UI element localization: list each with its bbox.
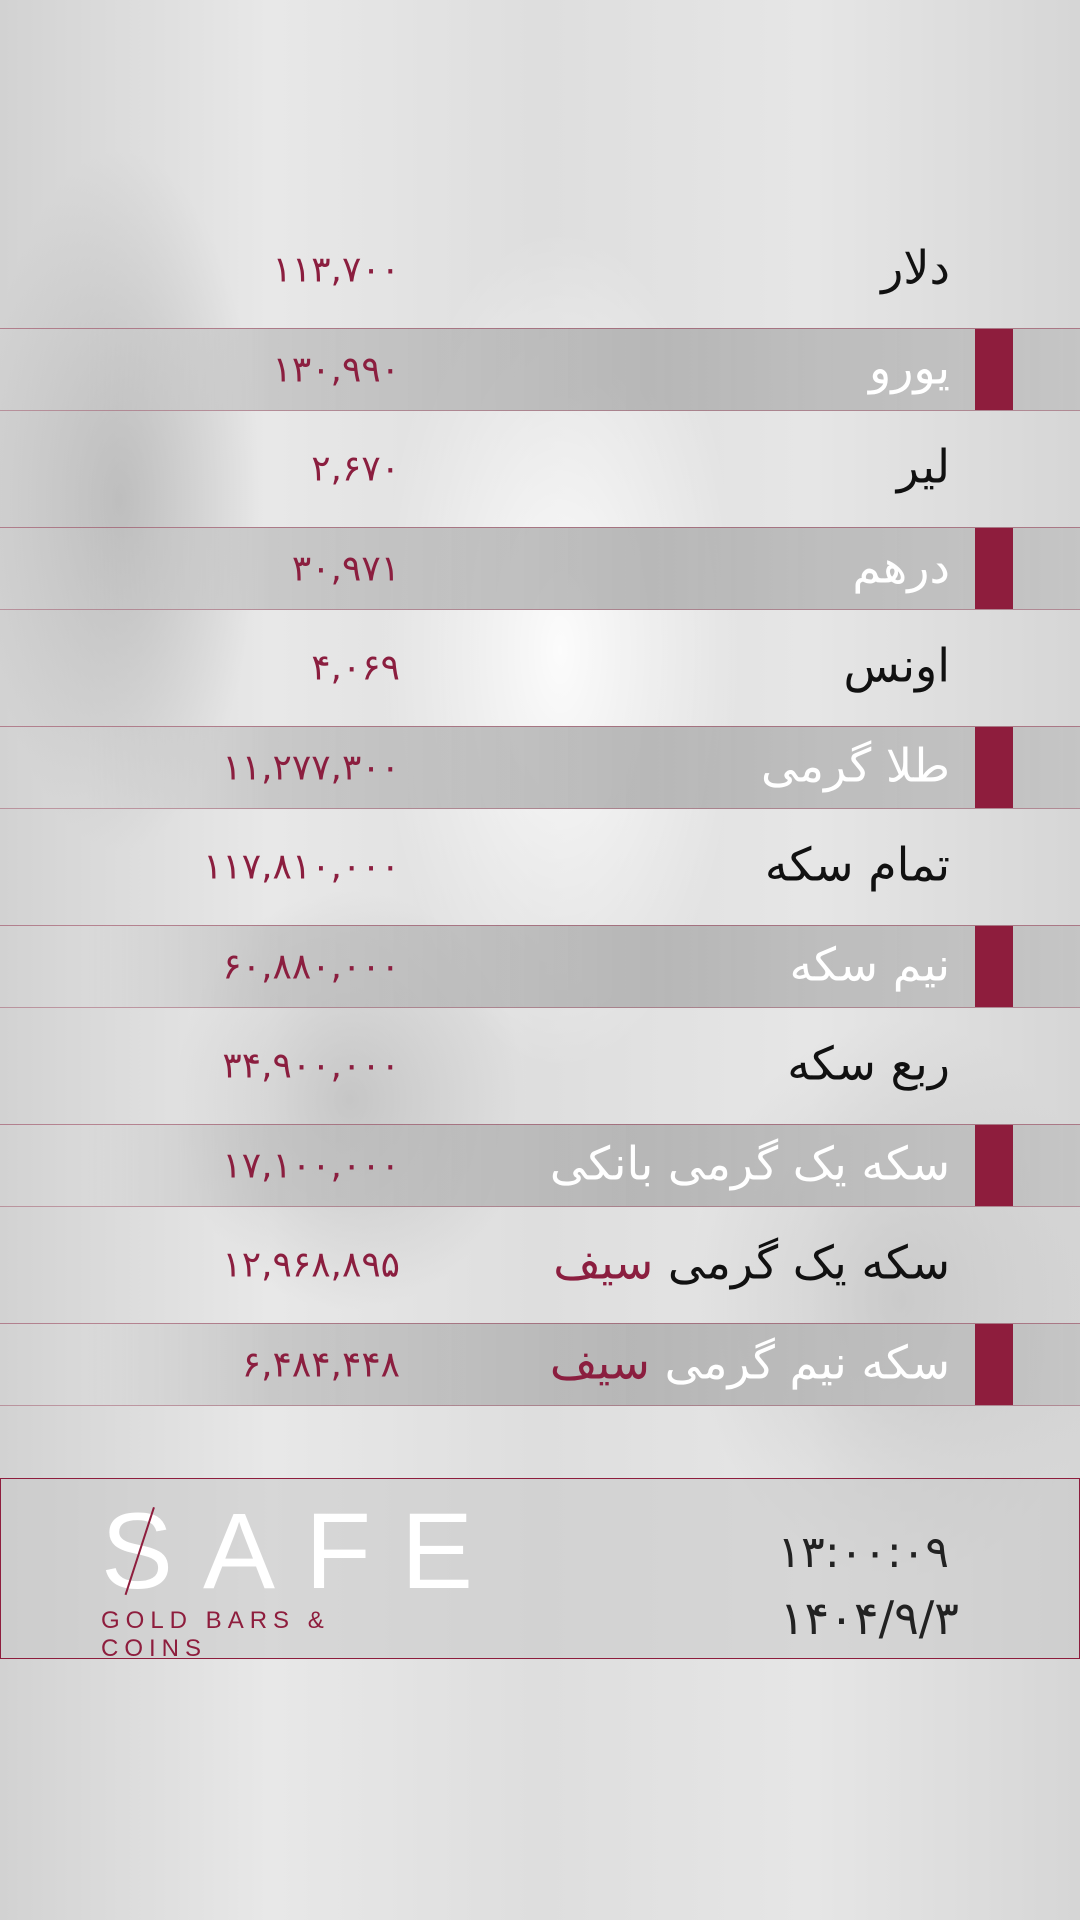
rate-label: سکه یک گرمی بانکی — [550, 1136, 950, 1190]
rate-row: ربع سکه ۳۴,۹۰۰,۰۰۰ — [0, 1008, 1080, 1124]
rate-label-brand: سیف — [549, 1334, 650, 1389]
rate-label: سکه نیم گرمی سیف — [550, 1335, 950, 1389]
rate-row: سکه یک گرمی بانکی ۱۷,۱۰۰,۰۰۰ — [0, 1124, 1080, 1207]
rate-label: ربع سکه — [787, 1036, 950, 1090]
rate-label: نیم سکه — [789, 937, 950, 991]
accent-bar — [975, 1125, 1013, 1206]
accent-bar — [975, 528, 1013, 609]
rate-label-text: درهم — [852, 538, 950, 593]
rate-label: اونس — [844, 638, 950, 692]
rate-row: طلا گرمی ۱۱,۲۷۷,۳۰۰ — [0, 726, 1080, 809]
rate-label: درهم — [852, 539, 950, 593]
rate-value: ۲,۶۷۰ — [311, 448, 400, 490]
accent-bar — [975, 926, 1013, 1007]
rate-row: درهم ۳۰,۹۷۱ — [0, 527, 1080, 610]
rate-row: لیر ۲,۶۷۰ — [0, 411, 1080, 527]
rate-label-text: سکه یک گرمی بانکی — [549, 1135, 950, 1190]
rate-label-text: سکه یک گرمی — [667, 1235, 950, 1290]
rate-value: ۱۱۳,۷۰۰ — [272, 249, 400, 291]
rate-label: طلا گرمی — [761, 738, 950, 792]
rate-row: نیم سکه ۶۰,۸۸۰,۰۰۰ — [0, 925, 1080, 1008]
logo-word: SAFE — [101, 1497, 473, 1605]
safe-logo: SAFE GOLD BARS & COINS — [101, 1497, 473, 1663]
logo-subtitle: GOLD BARS & COINS — [101, 1607, 330, 1662]
footer-panel: SAFE GOLD BARS & COINS ۱۳:۰۰:۰۹ ۱۴۰۴/۹/۳ — [0, 1478, 1080, 1662]
rate-label: دلار — [881, 240, 950, 294]
rate-row: اونس ۴,۰۶۹ — [0, 610, 1080, 726]
rate-value: ۶,۴۸۴,۴۴۸ — [241, 1344, 400, 1385]
accent-bar — [975, 727, 1013, 808]
rate-label-brand: سیف — [553, 1235, 654, 1290]
rate-label-text: یورو — [869, 339, 950, 394]
clock-time: ۱۳:۰۰:۰۹ — [777, 1527, 949, 1578]
rate-label: سکه یک گرمی سیف — [553, 1235, 950, 1289]
accent-bar — [975, 1324, 1013, 1405]
rate-label-text: لیر — [896, 439, 950, 494]
clock-date: ۱۴۰۴/۹/۳ — [779, 1591, 959, 1645]
rate-row: یورو ۱۳۰,۹۹۰ — [0, 328, 1080, 411]
rate-value: ۶۰,۸۸۰,۰۰۰ — [222, 946, 400, 987]
rates-list: دلار ۱۱۳,۷۰۰ یورو ۱۳۰,۹۹۰ لیر ۲,۶۷۰ درهم ۳۰,۹۷۱… — [0, 212, 1080, 1406]
rate-row: تمام سکه ۱۱۷,۸۱۰,۰۰۰ — [0, 809, 1080, 925]
rate-label-text: دلار — [881, 240, 950, 295]
rate-label: یورو — [869, 340, 950, 394]
rate-row: سکه نیم گرمی سیف ۶,۴۸۴,۴۴۸ — [0, 1323, 1080, 1406]
rate-value: ۱۱۷,۸۱۰,۰۰۰ — [203, 846, 400, 888]
rate-value: ۳۰,۹۷۱ — [291, 548, 400, 589]
rate-value: ۳۴,۹۰۰,۰۰۰ — [222, 1045, 400, 1087]
rate-label-text: سکه نیم گرمی — [664, 1334, 950, 1389]
rate-label-text: اونس — [843, 638, 950, 693]
rate-value: ۱۳۰,۹۹۰ — [272, 349, 400, 390]
rate-value: ۱۲,۹۶۸,۸۹۵ — [222, 1244, 400, 1286]
rate-row: سکه یک گرمی سیف ۱۲,۹۶۸,۸۹۵ — [0, 1207, 1080, 1323]
rate-label-text: طلا گرمی — [761, 737, 950, 792]
rate-value: ۱۷,۱۰۰,۰۰۰ — [222, 1145, 400, 1186]
rate-label-text: تمام سکه — [764, 837, 950, 892]
rate-label-text: ربع سکه — [787, 1036, 950, 1091]
rate-label: لیر — [897, 439, 950, 493]
rate-value: ۱۱,۲۷۷,۳۰۰ — [222, 747, 400, 788]
accent-bar — [975, 329, 1013, 410]
logo-text: SAFE — [101, 1490, 504, 1611]
rate-label: تمام سکه — [765, 837, 950, 891]
rate-row: دلار ۱۱۳,۷۰۰ — [0, 212, 1080, 328]
rate-value: ۴,۰۶۹ — [311, 647, 400, 689]
rate-label-text: نیم سکه — [789, 936, 950, 991]
